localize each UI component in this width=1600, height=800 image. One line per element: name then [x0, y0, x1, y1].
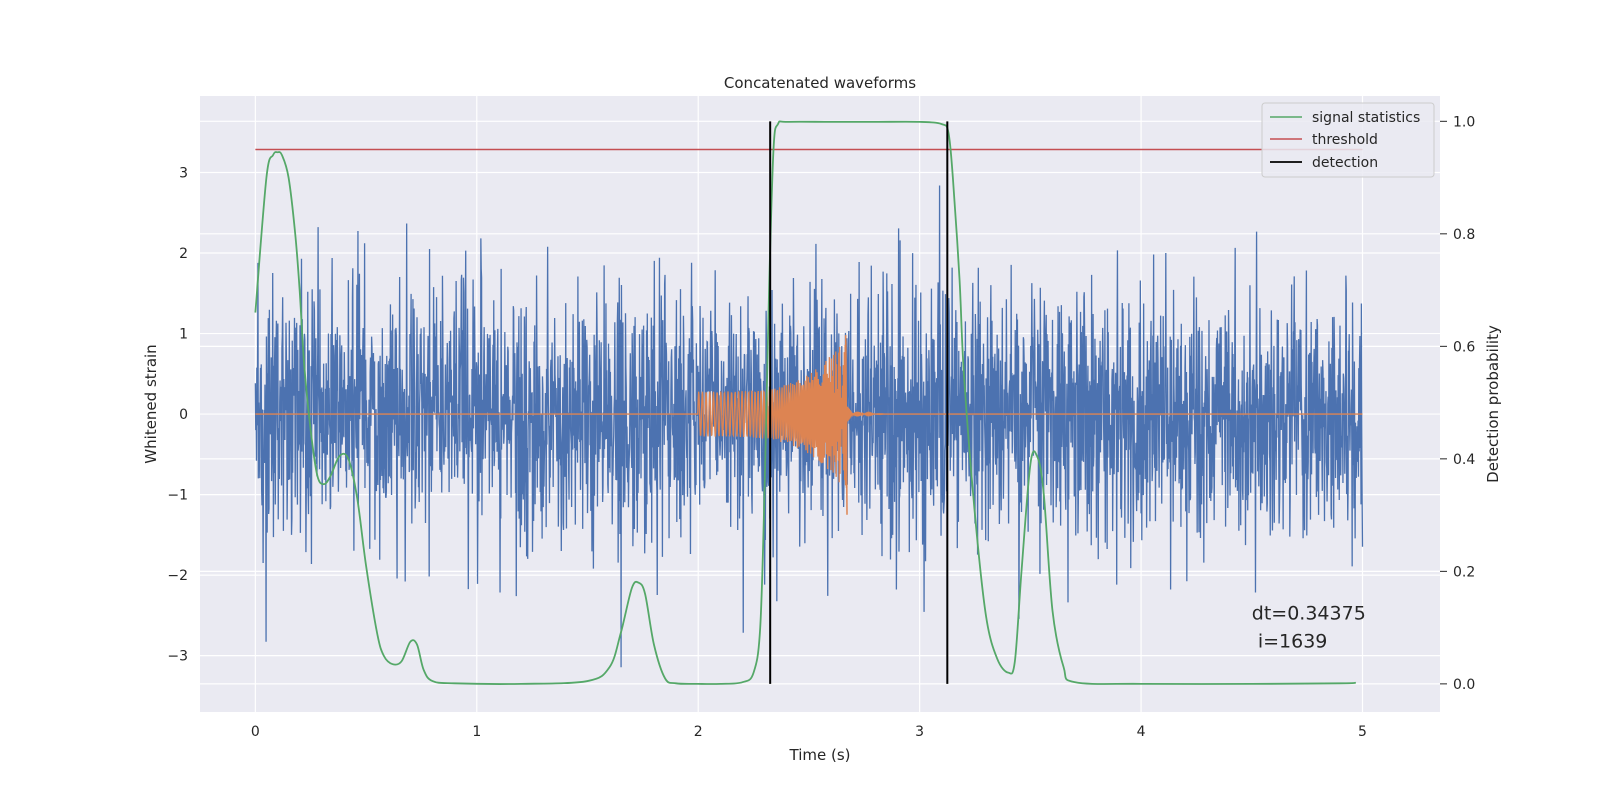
legend-label-threshold: threshold	[1312, 132, 1378, 148]
legend-label-signal-statistics: signal statistics	[1312, 110, 1420, 126]
y2-tick-label: 0.8	[1453, 227, 1475, 243]
x-axis-label: Time (s)	[789, 746, 851, 764]
annotation-index: i=1639	[1252, 630, 1328, 652]
y2-tick-label: 0.4	[1453, 452, 1475, 468]
y-axis-label: Whitened strain	[142, 344, 160, 463]
y-tick-label: −2	[167, 568, 188, 584]
injection-series-line	[255, 341, 1363, 488]
signal-statistics-line	[254, 120, 1356, 685]
y-tick-label: 2	[179, 246, 188, 262]
x-tick-label: 3	[915, 724, 924, 740]
series-layer	[254, 120, 1364, 685]
y2-tick-label: 1.0	[1453, 114, 1475, 130]
y2-axis-label: Detection probability	[1484, 325, 1502, 483]
y-tick-label: −3	[167, 649, 188, 665]
chart-title: Concatenated waveforms	[724, 74, 916, 92]
noise-series-line	[254, 185, 1364, 668]
ticks: 0 1 2 3 4 5 −3 −2 −1 0 1 2 3 0.0 0.2 0.4 0.6 0.8 1.0	[167, 114, 1475, 740]
legend-box	[1261, 102, 1435, 178]
x-tick-label: 4	[1137, 724, 1146, 740]
x-tick-label: 5	[1358, 724, 1367, 740]
injection-merger-spike	[844, 335, 848, 515]
legend-label-detection: detection	[1312, 155, 1378, 171]
y-tick-label: 3	[179, 165, 188, 181]
y2-tick-label: 0.2	[1453, 564, 1475, 580]
y2-tick-label: 0.6	[1453, 339, 1475, 355]
annotation-dt: dt=0.34375	[1252, 602, 1366, 624]
y-tick-label: 1	[179, 327, 188, 343]
y-tick-label: 0	[179, 407, 188, 423]
x-tick-label: 2	[694, 724, 703, 740]
x-tick-label: 1	[472, 724, 481, 740]
y2-tick-label: 0.0	[1453, 677, 1475, 693]
x-tick-label: 0	[251, 724, 260, 740]
y-tick-label: −1	[167, 488, 188, 504]
legend: signal statistics threshold detection	[1261, 102, 1435, 178]
